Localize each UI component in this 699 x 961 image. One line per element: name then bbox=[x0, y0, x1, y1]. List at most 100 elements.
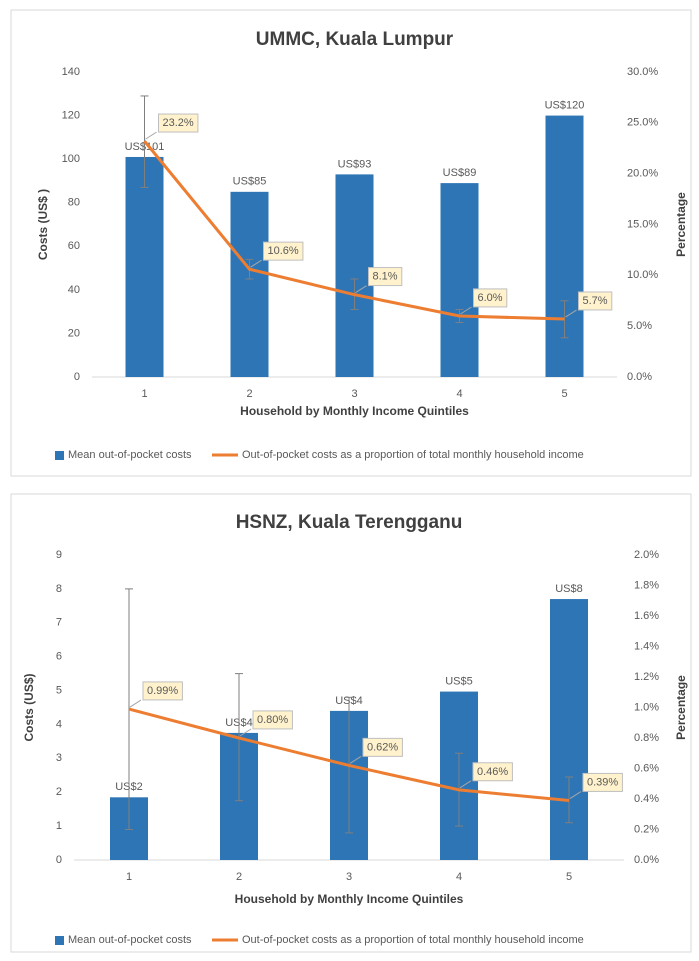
label-box bbox=[142, 681, 183, 701]
label-connector bbox=[129, 699, 142, 708]
y-tick-label: 7 bbox=[56, 617, 62, 629]
bar-value-label: US$85 bbox=[233, 176, 267, 188]
y-tick-label: 140 bbox=[62, 66, 80, 78]
line bbox=[143, 140, 565, 321]
bar bbox=[125, 156, 164, 377]
line-value-label: 5.7% bbox=[583, 295, 608, 307]
y2-axis-title: Percentage bbox=[674, 192, 688, 257]
y-tick-label: 20 bbox=[68, 327, 80, 339]
y-tick-label: 0 bbox=[74, 371, 80, 383]
label-connector bbox=[355, 285, 367, 294]
label-connector bbox=[250, 259, 262, 268]
legend-label: Mean out-of-pocket costs bbox=[68, 449, 192, 461]
y-tick-label: 80 bbox=[68, 197, 80, 209]
y-tick-label: 6 bbox=[56, 651, 62, 663]
line-value-label: 0.80% bbox=[257, 714, 288, 726]
label-connector bbox=[349, 756, 362, 764]
x-tick-label: 4 bbox=[456, 388, 462, 400]
x-tick-label: 1 bbox=[141, 388, 147, 400]
y2-tick-label: 0.0% bbox=[634, 854, 659, 866]
x-tick-label: 4 bbox=[456, 871, 462, 883]
x-tick-label: 3 bbox=[351, 388, 357, 400]
y2-tick-label: 1.6% bbox=[634, 610, 659, 622]
y2-tick-label: 20.0% bbox=[627, 168, 658, 180]
line-value-label: 6.0% bbox=[478, 292, 503, 304]
bar-value-label: US$89 bbox=[443, 167, 477, 179]
chart-title: UMMC, Kuala Lumpur bbox=[256, 29, 454, 50]
label-connector bbox=[569, 791, 582, 799]
y2-tick-label: 1.4% bbox=[634, 640, 659, 652]
label-box bbox=[368, 267, 403, 287]
y2-tick-label: 2.0% bbox=[634, 549, 659, 561]
y-tick-label: 40 bbox=[68, 284, 80, 296]
bar-value-label: US$93 bbox=[338, 158, 372, 170]
line-value-label: 0.39% bbox=[587, 776, 618, 788]
label-box bbox=[252, 710, 293, 730]
label-connector bbox=[239, 728, 252, 737]
y2-axis-title: Percentage bbox=[674, 675, 688, 740]
line-value-label: 23.2% bbox=[163, 117, 194, 129]
y2-tick-label: 15.0% bbox=[627, 218, 658, 230]
bar-value-label: US$8 bbox=[555, 583, 583, 595]
label-connector bbox=[145, 131, 157, 140]
chart-title: HSNZ, Kuala Terengganu bbox=[236, 512, 463, 533]
label-connector bbox=[565, 309, 577, 318]
label-box bbox=[158, 113, 199, 133]
x-tick-label: 3 bbox=[346, 871, 352, 883]
y-tick-label: 3 bbox=[56, 752, 62, 764]
x-axis-title: Household by Monthly Income Quintiles bbox=[235, 892, 464, 906]
y-tick-label: 120 bbox=[62, 109, 80, 121]
x-tick-label: 2 bbox=[246, 388, 252, 400]
legend-label: Mean out-of-pocket costs bbox=[68, 934, 192, 946]
x-tick-label: 1 bbox=[126, 871, 132, 883]
y-tick-label: 2 bbox=[56, 786, 62, 798]
x-tick-label: 5 bbox=[566, 871, 572, 883]
y2-tick-label: 1.8% bbox=[634, 579, 659, 591]
legend-swatch bbox=[55, 936, 64, 945]
legend-swatch bbox=[55, 451, 64, 460]
label-box bbox=[362, 737, 403, 757]
y2-tick-label: 0.0% bbox=[627, 371, 652, 383]
y-axis-title: Costs (US$ ) bbox=[36, 189, 50, 260]
line-value-label: 8.1% bbox=[373, 271, 398, 283]
y2-tick-label: 5.0% bbox=[627, 320, 652, 332]
line-value-label: 0.62% bbox=[367, 741, 398, 753]
label-box bbox=[473, 288, 508, 308]
y-axis-title: Costs (US$) bbox=[22, 673, 36, 741]
x-tick-label: 5 bbox=[561, 388, 567, 400]
bar bbox=[335, 174, 374, 377]
y-tick-label: 1 bbox=[56, 820, 62, 832]
legend-label: Out-of-pocket costs as a proportion of t… bbox=[242, 449, 584, 461]
label-connector bbox=[460, 306, 472, 315]
label-connector bbox=[459, 780, 472, 789]
y2-tick-label: 0.4% bbox=[634, 793, 659, 805]
legend-label: Out-of-pocket costs as a proportion of t… bbox=[242, 934, 584, 946]
y2-tick-label: 30.0% bbox=[627, 66, 658, 78]
bar-value-label: US$120 bbox=[545, 99, 585, 111]
line bbox=[128, 707, 570, 803]
line-value-label: 0.46% bbox=[477, 766, 508, 778]
y-tick-label: 0 bbox=[56, 854, 62, 866]
y-tick-label: 60 bbox=[68, 240, 80, 252]
y2-tick-label: 25.0% bbox=[627, 117, 658, 129]
label-box bbox=[578, 291, 613, 311]
line-value-label: 10.6% bbox=[268, 245, 299, 257]
bar bbox=[440, 183, 479, 377]
label-box bbox=[472, 762, 513, 782]
y-tick-label: 100 bbox=[62, 153, 80, 165]
y2-tick-label: 1.2% bbox=[634, 671, 659, 683]
label-box bbox=[263, 241, 304, 261]
x-tick-label: 2 bbox=[236, 871, 242, 883]
bar bbox=[230, 191, 269, 377]
y2-tick-label: 0.8% bbox=[634, 732, 659, 744]
y2-tick-label: 1.0% bbox=[634, 701, 659, 713]
bar-value-label: US$5 bbox=[445, 675, 473, 687]
y-tick-label: 8 bbox=[56, 583, 62, 595]
label-box bbox=[582, 772, 623, 792]
y-tick-label: 9 bbox=[56, 549, 62, 561]
x-axis-title: Household by Monthly Income Quintiles bbox=[240, 404, 469, 418]
y2-tick-label: 0.2% bbox=[634, 823, 659, 835]
y2-tick-label: 0.6% bbox=[634, 762, 659, 774]
y-tick-label: 5 bbox=[56, 684, 62, 696]
